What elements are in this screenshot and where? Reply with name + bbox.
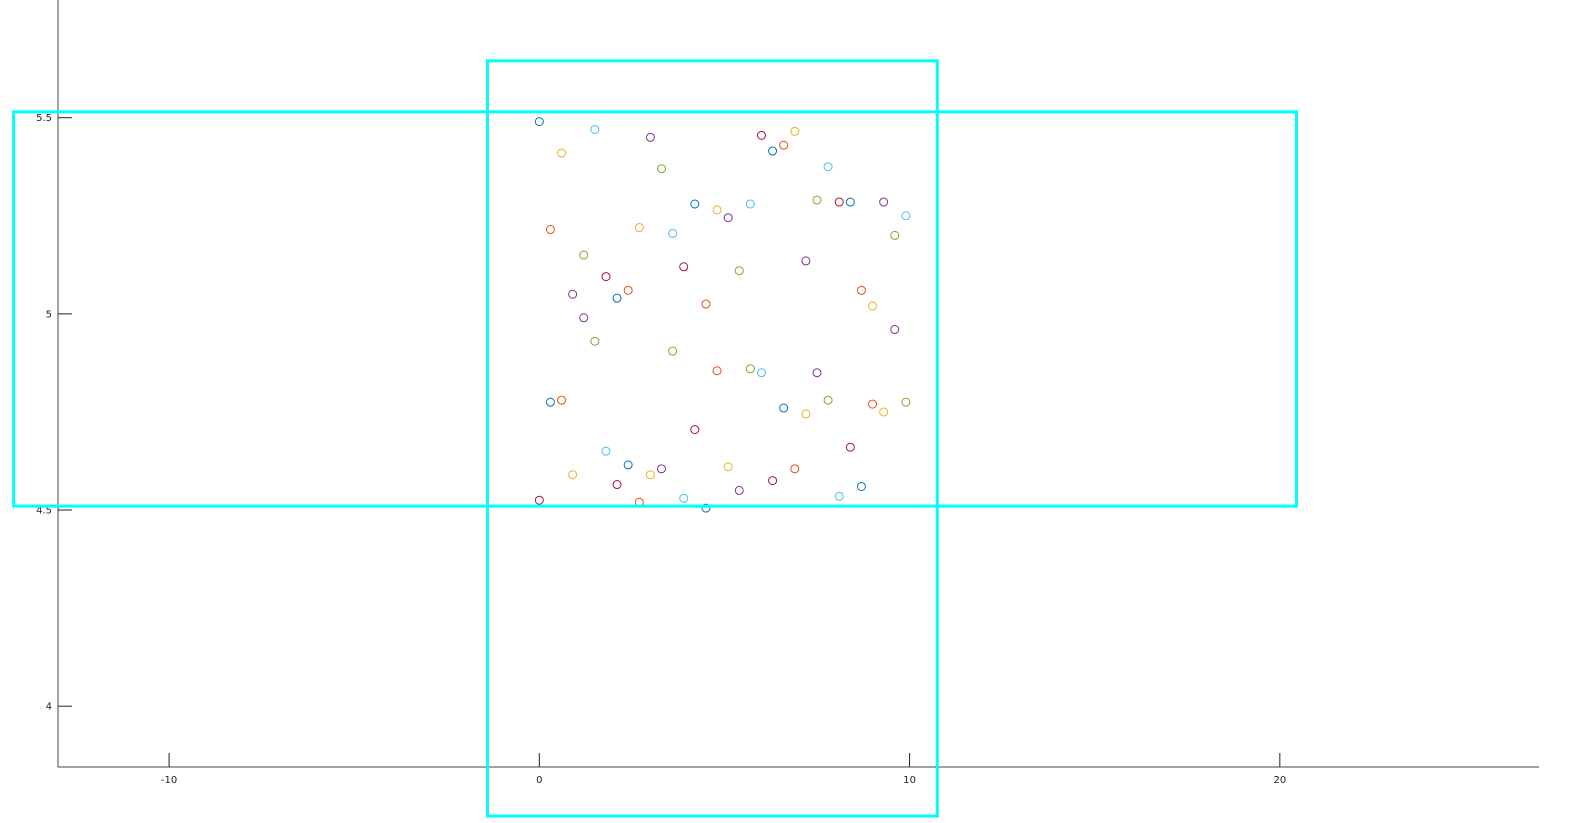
data-point bbox=[856, 285, 866, 295]
data-point bbox=[890, 230, 900, 240]
overlay-rectangles bbox=[12, 59, 1298, 818]
data-point bbox=[834, 491, 844, 501]
data-point bbox=[701, 503, 711, 513]
data-point bbox=[823, 162, 833, 172]
data-point bbox=[590, 124, 600, 134]
data-point bbox=[845, 442, 855, 452]
data-point bbox=[734, 485, 744, 495]
data-point bbox=[901, 397, 911, 407]
overlay-rectangle bbox=[485, 59, 939, 818]
data-point bbox=[601, 446, 611, 456]
data-point bbox=[534, 117, 544, 127]
data-point bbox=[634, 223, 644, 233]
overlay-rectangle bbox=[12, 110, 1298, 508]
data-point bbox=[779, 140, 789, 150]
data-point bbox=[568, 289, 578, 299]
data-point bbox=[768, 476, 778, 486]
data-point bbox=[723, 462, 733, 472]
data-point bbox=[812, 368, 822, 378]
data-point bbox=[590, 336, 600, 346]
data-point bbox=[868, 301, 878, 311]
data-point bbox=[879, 407, 889, 417]
data-point bbox=[901, 211, 911, 221]
data-point bbox=[834, 197, 844, 207]
data-point bbox=[845, 197, 855, 207]
data-point bbox=[823, 395, 833, 405]
data-point bbox=[690, 425, 700, 435]
data-point bbox=[568, 470, 578, 480]
data-point bbox=[790, 464, 800, 474]
y-tick-label: 4.5 bbox=[36, 506, 52, 517]
data-point bbox=[745, 364, 755, 374]
data-point bbox=[645, 132, 655, 142]
data-point bbox=[534, 495, 544, 505]
data-point bbox=[690, 199, 700, 209]
data-point bbox=[779, 403, 789, 413]
data-point bbox=[879, 197, 889, 207]
data-point bbox=[668, 228, 678, 238]
y-tick-label: 5 bbox=[46, 309, 52, 320]
data-point bbox=[756, 130, 766, 140]
data-point bbox=[545, 225, 555, 235]
data-point bbox=[645, 470, 655, 480]
data-point bbox=[812, 195, 822, 205]
data-point bbox=[679, 262, 689, 272]
data-point bbox=[657, 464, 667, 474]
data-point bbox=[801, 256, 811, 266]
data-point bbox=[768, 146, 778, 156]
x-tick-label: 0 bbox=[536, 775, 542, 786]
x-tick-label: -10 bbox=[161, 775, 177, 786]
data-point bbox=[623, 460, 633, 470]
data-point bbox=[801, 409, 811, 419]
data-point bbox=[734, 266, 744, 276]
axes: -10 0 10 20 4 4.5 5 5.5 bbox=[36, 0, 1539, 786]
data-point bbox=[579, 313, 589, 323]
data-point bbox=[701, 299, 711, 309]
data-point bbox=[723, 213, 733, 223]
data-point bbox=[612, 480, 622, 490]
data-point bbox=[612, 293, 622, 303]
x-tick-label: 20 bbox=[1273, 775, 1286, 786]
data-point bbox=[679, 493, 689, 503]
data-point bbox=[623, 285, 633, 295]
data-point bbox=[890, 325, 900, 335]
x-tick-label: 10 bbox=[903, 775, 916, 786]
data-point bbox=[790, 126, 800, 136]
data-point bbox=[712, 205, 722, 215]
y-tick-label: 4 bbox=[46, 702, 52, 713]
data-point bbox=[756, 368, 766, 378]
scatter-points bbox=[534, 117, 911, 513]
y-tick-label: 5.5 bbox=[36, 113, 52, 124]
data-point bbox=[601, 272, 611, 282]
data-point bbox=[856, 481, 866, 491]
data-point bbox=[545, 397, 555, 407]
data-point bbox=[745, 199, 755, 209]
data-point bbox=[668, 346, 678, 356]
data-point bbox=[557, 148, 567, 158]
data-point bbox=[657, 164, 667, 174]
data-point bbox=[557, 395, 567, 405]
data-point bbox=[868, 399, 878, 409]
data-point bbox=[712, 366, 722, 376]
data-point bbox=[579, 250, 589, 260]
